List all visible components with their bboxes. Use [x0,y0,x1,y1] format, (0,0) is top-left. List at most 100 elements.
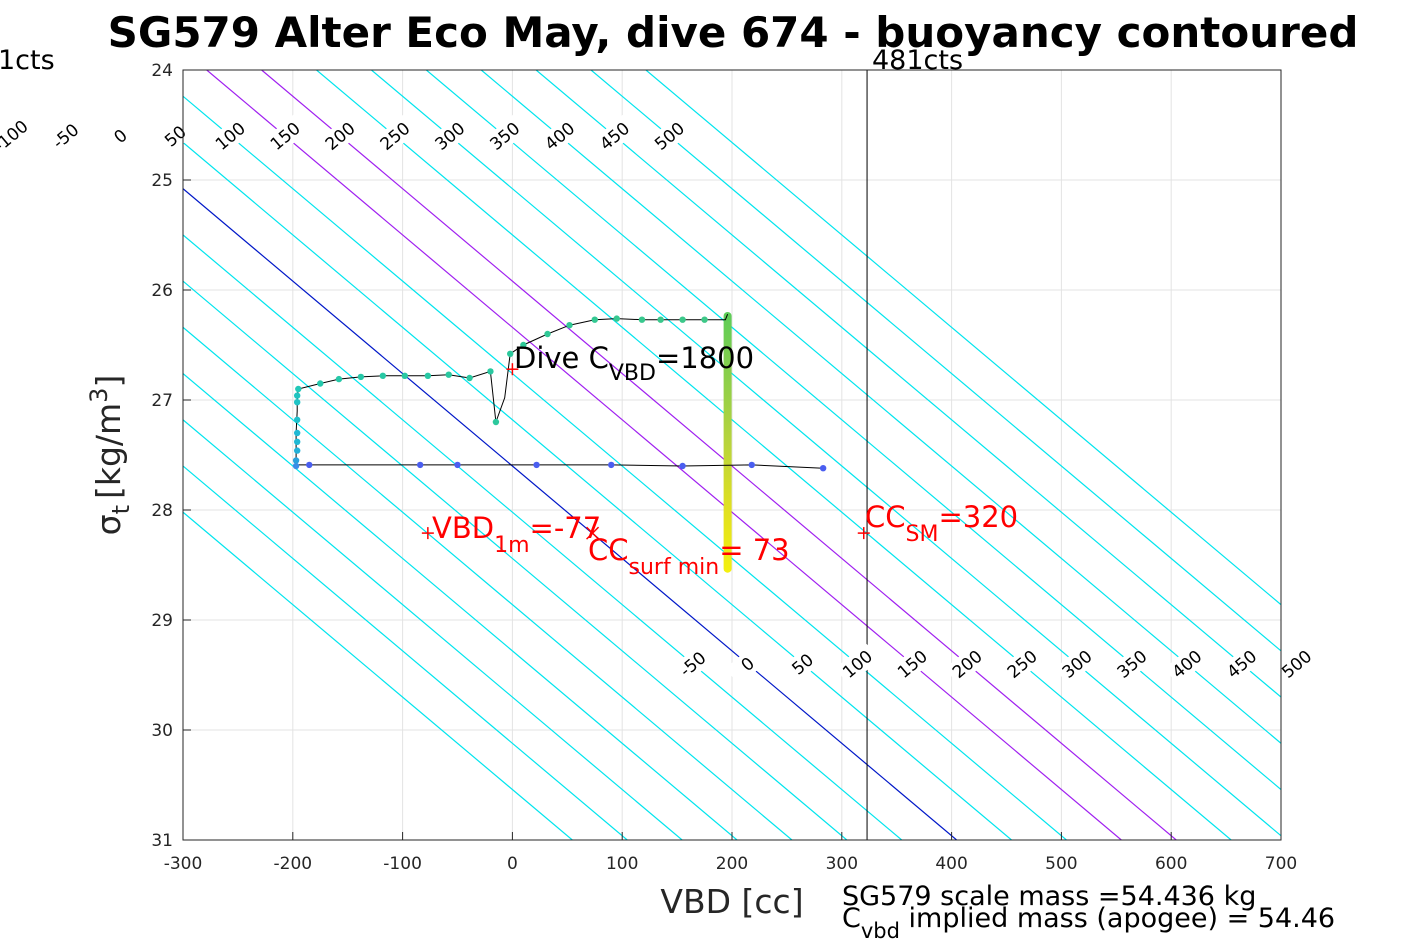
buoyancy-contours [183,70,1281,840]
y-tick-label-7: 31 [151,831,173,851]
contour-cyan--250 [183,418,683,840]
trace-point-33 [638,316,646,323]
contour-label-bottom-4-bg [889,642,935,686]
trace-point-8 [292,462,300,470]
x-axis-label: VBD [cc] [660,882,803,921]
contour-label-bottom-1-bg [725,642,770,686]
annotation-cc-sm: CCSM=320 [865,500,1018,547]
contour-label-top-11-bg [372,114,418,158]
y-label-sigma: σ [89,514,128,535]
x-tick-label-9: 600 [1155,854,1187,874]
trace-point-21 [401,372,408,379]
contour-label-top-16-bg [647,114,692,158]
contour-cyan--300 [183,465,628,840]
markers [421,363,870,540]
contour-label-top-12-bg [427,114,473,158]
contour-magenta-200 [261,70,1177,840]
cts-label-left: 1cts [0,45,55,76]
x-tick-label-5: 200 [716,854,748,874]
x-tick-label-3: 0 [507,854,518,874]
trace-point-18 [335,375,343,383]
contour-label-bottom-2-bg [780,642,825,686]
contour-cyan--350 [183,511,573,840]
trace-point-27 [507,350,514,357]
footer-scale-mass: SG579 scale mass =54.436 kg [842,881,1256,912]
contour-label-bottom-7-bg [1054,642,1100,686]
x-tick-label-8: 500 [1045,854,1077,874]
contour-label-bottom-8-bg [1109,642,1155,686]
contour-label-top-10-bg [317,114,363,158]
y-tick-label-0: 24 [151,61,173,81]
trace-point-23 [445,371,452,378]
y-label-unit: [kg/m [89,403,128,499]
trace-point-9 [292,457,300,464]
contour-label-top-14-bg [537,114,582,158]
contour-label-top-8-bg [207,114,253,158]
contour-cyan-50 [183,141,1012,840]
x-tick-label-0: -300 [164,854,203,874]
surface-band-rect [723,312,732,573]
cts-label-right: 481cts [872,45,963,76]
trace-point-12 [293,429,301,437]
marker-2 [586,526,600,540]
contour-label-top-9-bg [262,114,308,158]
y-label-close: ] [89,375,128,388]
trace-point-0 [819,465,827,472]
contour-cyan--50 [183,234,903,840]
contour-magenta-150 [206,70,1122,840]
trace-point-7 [306,461,313,469]
footer-implied-mass: Cvbd implied mass (apogee) = 54.46 [842,903,1335,943]
contour-label-top-13-bg [482,114,528,158]
trace-point-35 [679,316,686,323]
contour-label-top-4-bg [0,114,33,158]
contour-label-top-7-bg [152,114,198,158]
trace-point-30 [566,322,573,329]
trace-point-26 [492,418,500,426]
contour-label-top-4: -100 [0,117,32,157]
trace-point-6 [416,461,424,469]
trace-point-36 [701,316,708,323]
chart-title: SG579 Alter Eco May, dive 674 - buoyancy… [108,8,1359,57]
trace-point-4 [533,461,540,469]
contour-label-bottom-5-bg [944,642,990,686]
annotation-cc-surf-min: CCsurf min= 73 [588,533,790,580]
trace-point-1 [748,461,755,469]
trace-point-31 [591,316,598,323]
contour-cyan--100 [183,280,848,840]
trace-point-2 [679,462,686,470]
contour-cyan-400 [480,70,1281,745]
contour-label-bottom-9-bg [1164,642,1210,686]
contour-cyan--150 [183,326,793,840]
x-tick-label-2: -100 [383,854,422,874]
marker-0 [506,363,519,376]
contour-blue-0 [183,187,958,840]
trace-point-14 [293,399,301,406]
trace-point-19 [357,373,365,381]
marker-3 [857,527,870,540]
contour-cyan-350 [425,70,1281,791]
trace-point-25 [487,368,494,375]
axis-ticks: -300 -200 -100 0 100 200 300 400 500 600 700 24 25 26… [151,61,1297,874]
trace-point-24 [466,374,473,382]
x-tick-label-1: -200 [274,854,313,874]
y-label-sup: 3 [85,388,113,403]
trace-point-34 [657,316,664,323]
trace-point-13 [293,416,301,423]
x-tick-label-7: 400 [935,854,967,874]
y-axis-label: σt [kg/m3] [85,375,135,536]
y-tick-label-2: 26 [151,281,173,301]
trace-point-32 [613,315,620,322]
contour-cyan-100 [183,95,1067,840]
contour-label-bottom-3-bg [835,642,880,686]
trace-point-17 [317,380,324,387]
trace-point-20 [379,372,387,379]
contour-cyan-300 [371,70,1281,837]
contour-label-bottom-11-bg [1274,642,1319,686]
y-tick-label-4: 28 [151,501,173,521]
trace-point-29 [544,330,551,338]
trace-point-15 [293,392,301,399]
x-tick-label-10: 700 [1265,854,1297,874]
marker-1 [421,527,434,540]
y-tick-label-3: 27 [151,391,173,411]
trace-point-16 [295,385,302,393]
